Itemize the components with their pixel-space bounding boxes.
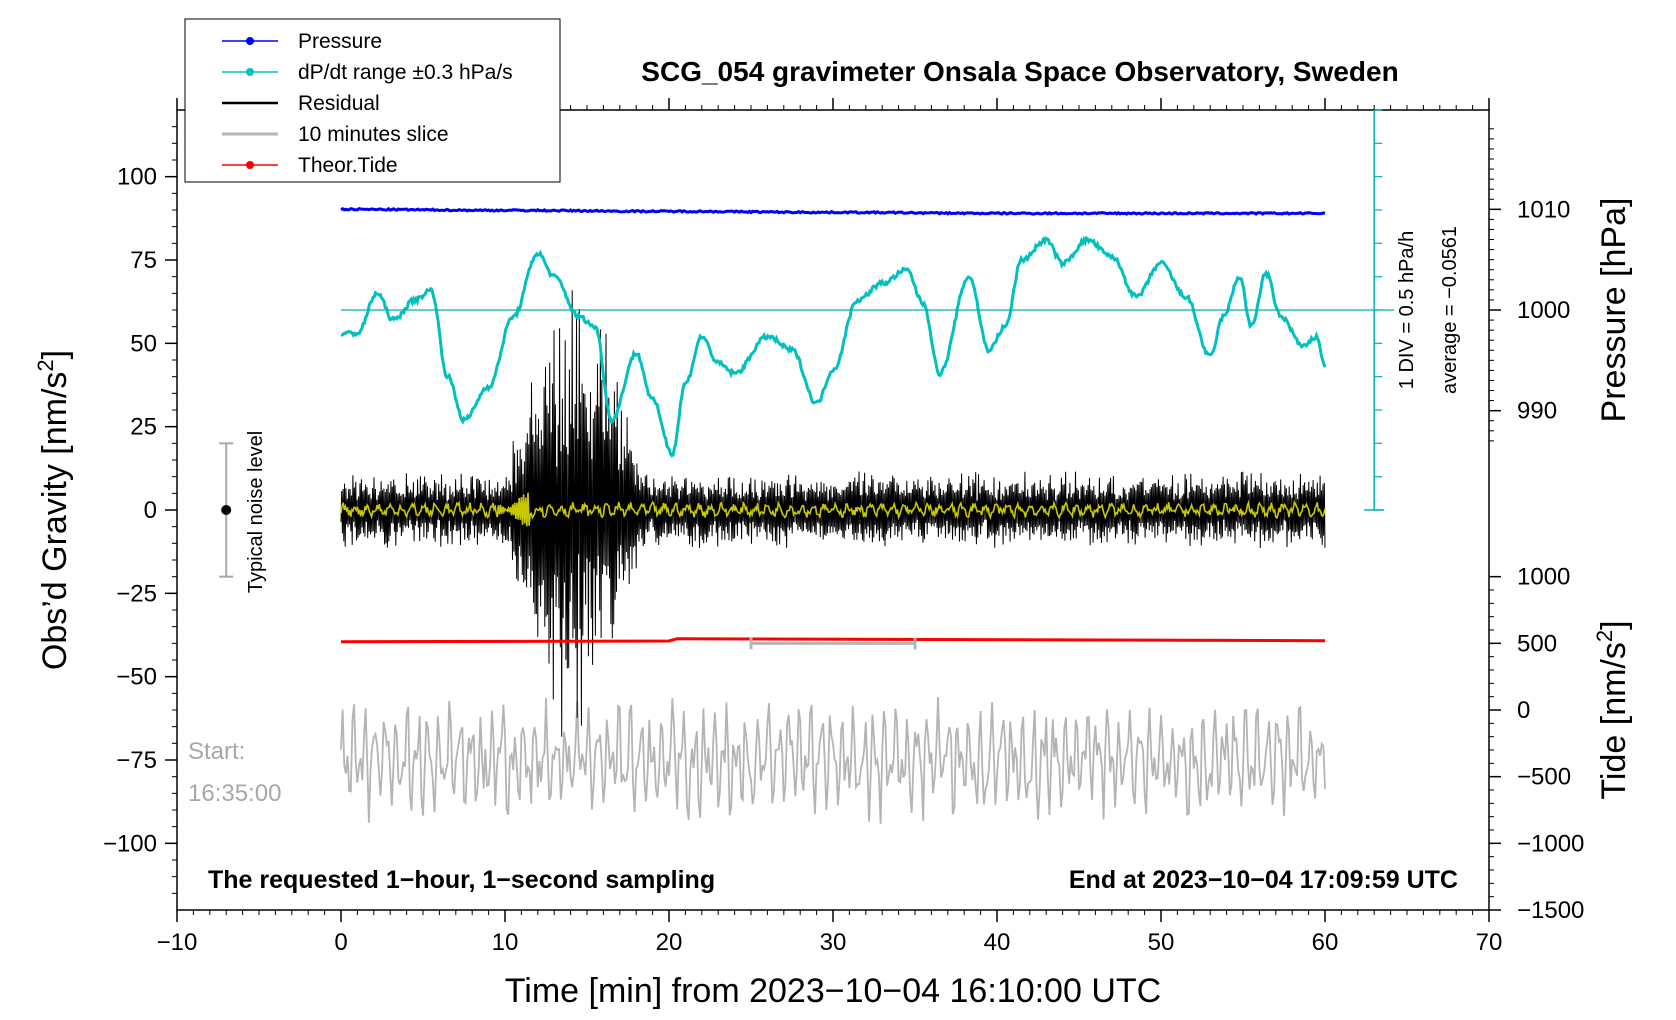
start-label-1: Start: bbox=[188, 738, 245, 765]
noise-level-label: Typical noise level bbox=[245, 431, 267, 593]
note-end-time: End at 2023−10−04 17:09:59 UTC bbox=[1069, 866, 1458, 894]
y-tick-label: 0 bbox=[144, 497, 157, 524]
series-layer bbox=[340, 206, 1327, 824]
tide-tick-label: 0 bbox=[1517, 697, 1530, 724]
noise-bar-center bbox=[221, 505, 232, 515]
y-tick-label: −50 bbox=[116, 664, 157, 691]
legend-marker bbox=[246, 37, 254, 45]
x-tick-label: 60 bbox=[1312, 929, 1339, 956]
axis-ticks: −10 0 10 20 30 40 50 60 70−100−75−50−25025507510… bbox=[103, 98, 1584, 956]
tide-series-line bbox=[340, 637, 1326, 644]
pressure-series-line bbox=[340, 206, 1326, 216]
x-tick-label: −10 bbox=[157, 929, 198, 956]
legend-marker bbox=[246, 161, 254, 169]
y-axis-title-left: Obs’d Gravity [nm/s2] bbox=[33, 350, 74, 670]
tide-tick-label: 1000 bbox=[1517, 564, 1570, 591]
tide-tick-label: −1000 bbox=[1517, 830, 1584, 857]
note-sampling: The requested 1−hour, 1−second sampling bbox=[208, 866, 715, 894]
dpdt-series-line bbox=[341, 235, 1327, 458]
x-tick-label: 0 bbox=[334, 929, 347, 956]
y-tick-label: 50 bbox=[130, 330, 157, 357]
y-tick-label: 25 bbox=[130, 414, 157, 441]
x-tick-label: 30 bbox=[820, 929, 847, 956]
legend-label: Theor.Tide bbox=[298, 154, 398, 177]
legend: Pressure dP/dt range ±0.3 hPa/s Residual 10… bbox=[184, 18, 561, 183]
legend-label: dP/dt range ±0.3 hPa/s bbox=[298, 61, 513, 84]
pressure-tick-label: 1010 bbox=[1517, 196, 1570, 223]
residual-filtered-line bbox=[340, 492, 1326, 527]
x-tick-label: 20 bbox=[656, 929, 683, 956]
tide-tick-label: 500 bbox=[1517, 630, 1557, 657]
legend-label: 10 minutes slice bbox=[298, 123, 449, 146]
start-label-2: 16:35:00 bbox=[188, 780, 281, 807]
legend-marker bbox=[246, 68, 254, 76]
pressure-tick-label: 1000 bbox=[1517, 297, 1570, 324]
y-axis-title-tide: Tide [nm/s2] bbox=[1592, 620, 1633, 799]
legend-label: Pressure bbox=[298, 30, 382, 53]
x-tick-label: 50 bbox=[1148, 929, 1175, 956]
residual-series-line bbox=[340, 290, 1326, 737]
y-tick-label: 100 bbox=[117, 164, 157, 191]
pressure-scale-label-1: 1 DIV = 0.5 hPa/h bbox=[1396, 231, 1418, 389]
tide-tick-label: −500 bbox=[1517, 764, 1571, 791]
x-tick-label: 10 bbox=[492, 929, 519, 956]
y-tick-label: 75 bbox=[130, 247, 157, 274]
y-tick-label: −100 bbox=[103, 830, 157, 857]
y-tick-label: −25 bbox=[116, 580, 157, 607]
x-axis-title: Time [min] from 2023−10−04 16:10:00 UTC bbox=[505, 972, 1161, 1010]
legend-box bbox=[184, 18, 561, 183]
tide-tick-label: −1500 bbox=[1517, 897, 1584, 924]
x-tick-label: 40 bbox=[984, 929, 1011, 956]
annotation-layer bbox=[219, 109, 1395, 578]
y-tick-label: −75 bbox=[116, 747, 157, 774]
slice-series-line bbox=[340, 696, 1326, 824]
chart-title: SCG_054 gravimeter Onsala Space Observat… bbox=[641, 56, 1398, 87]
x-tick-label: 70 bbox=[1476, 929, 1503, 956]
pressure-scale-label-2: average = −0.0561 bbox=[1439, 226, 1461, 394]
legend-label: Residual bbox=[298, 92, 380, 115]
y-axis-title-pressure: Pressure [hPa] bbox=[1595, 198, 1633, 423]
pressure-tick-label: 990 bbox=[1517, 398, 1557, 425]
